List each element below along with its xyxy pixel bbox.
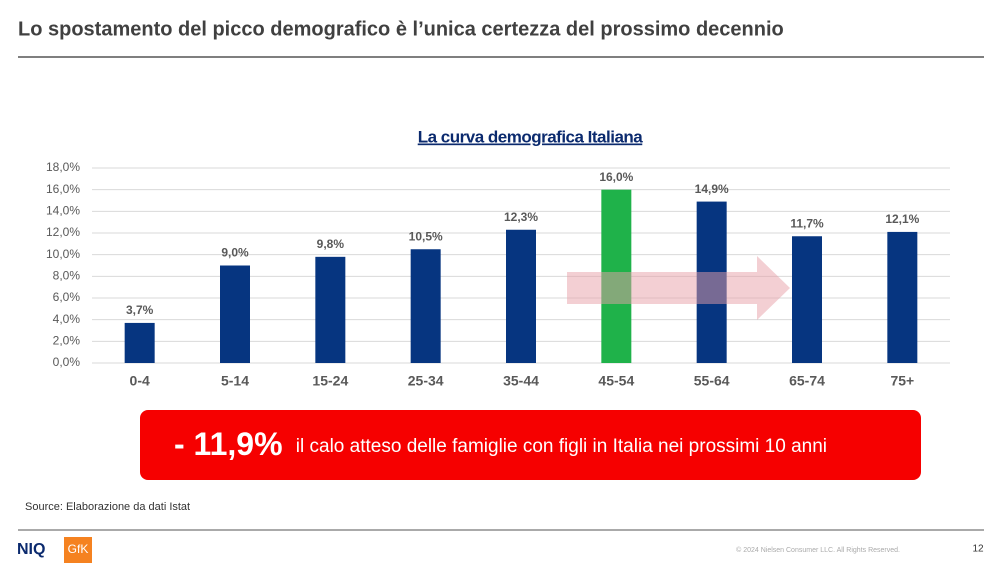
y-tick-label: 2,0%	[53, 334, 81, 348]
x-tick-label: 15-24	[312, 373, 348, 389]
callout-figure: - 11,9%	[174, 426, 283, 462]
callout-box	[140, 410, 921, 480]
slide-title: Lo spostamento del picco demografico è l…	[18, 18, 784, 40]
bar	[506, 229, 536, 363]
y-tick-label: 18,0%	[46, 160, 80, 174]
value-label: 11,7%	[790, 216, 824, 230]
bar	[792, 236, 822, 363]
x-tick-label: 45-54	[598, 373, 634, 389]
y-tick-label: 4,0%	[53, 312, 81, 326]
y-tick-label: 0,0%	[53, 355, 81, 369]
y-tick-label: 16,0%	[46, 182, 80, 196]
logo-gfk-box	[64, 537, 92, 563]
copyright: © 2024 Nielsen Consumer LLC. All Rights …	[736, 546, 900, 554]
x-tick-label: 0-4	[130, 373, 150, 389]
source: Source: Elaborazione da dati Istat	[25, 501, 190, 513]
y-tick-label: 10,0%	[46, 247, 80, 261]
bar	[887, 231, 918, 363]
chart-title: La curva demografica Italiana	[418, 127, 644, 146]
y-tick-label: 6,0%	[53, 290, 81, 304]
callout-text: il calo atteso delle famiglie con figli …	[296, 436, 827, 457]
x-tick-label: 25-34	[408, 373, 444, 389]
y-tick-label: 14,0%	[46, 204, 80, 218]
value-label: 12,3%	[504, 210, 538, 224]
x-tick-label: 35-44	[503, 373, 539, 389]
plot: 0,0% 2,0% 4,0% 6,0% 8,0% 10,0% 12,0% 14,0% 16,0%…	[46, 160, 950, 389]
value-label: 9,0%	[221, 246, 249, 260]
value-label: 10,5%	[409, 229, 443, 243]
value-label: 3,7%	[126, 303, 154, 317]
x-tick-label: 65-74	[789, 373, 825, 389]
x-tick-label: 55-64	[694, 373, 730, 389]
logo-gfk: GfK	[68, 542, 89, 556]
value-label: 14,9%	[695, 182, 729, 196]
bar	[410, 249, 441, 363]
bar	[315, 256, 346, 363]
y-tick-label: 8,0%	[53, 269, 81, 283]
y-tick-label: 12,0%	[46, 225, 80, 239]
callout: - 11,9% il calo atteso delle famiglie co…	[174, 426, 827, 462]
logo-niq: NIQ	[17, 541, 45, 558]
bar	[124, 322, 155, 363]
value-label: 9,8%	[317, 237, 345, 251]
page-number: 12	[972, 544, 984, 555]
value-label: 12,1%	[885, 212, 919, 226]
x-tick-label: 75+	[890, 373, 914, 389]
x-tick-label: 5-14	[221, 373, 249, 389]
trend-arrow	[567, 256, 790, 320]
bar	[220, 265, 250, 363]
value-label: 16,0%	[599, 170, 633, 184]
